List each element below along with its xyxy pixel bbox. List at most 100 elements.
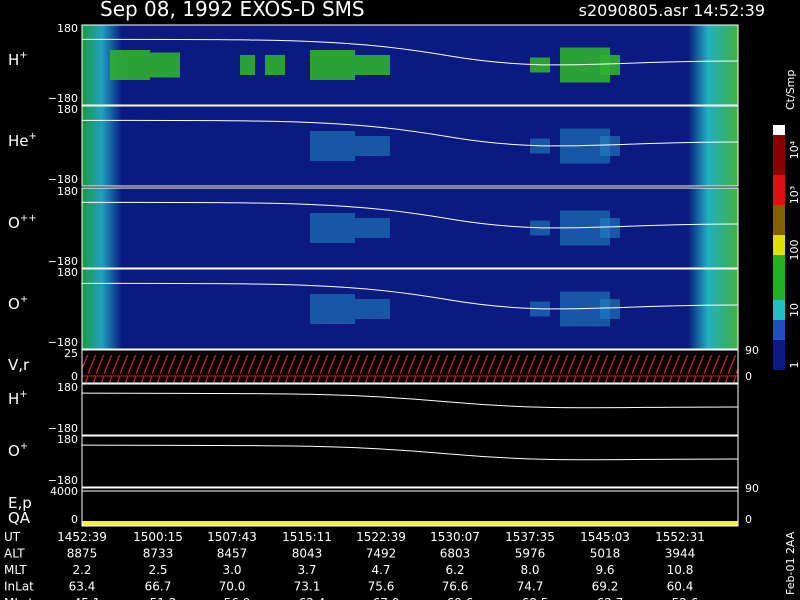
table-cell: 1452:39 <box>57 530 107 544</box>
spectrogram-edge <box>82 188 122 268</box>
colorbar-label: 100 <box>788 240 800 261</box>
y-tick-label: −180 <box>48 255 78 268</box>
trace <box>81 119 739 147</box>
spectrogram-blob <box>600 136 620 156</box>
panel-frame <box>81 349 739 384</box>
table-cell: 1545:03 <box>580 530 630 544</box>
table-cell: 66.7 <box>145 580 172 594</box>
table-cell: 1552:31 <box>655 530 705 544</box>
table-cell: 6803 <box>440 547 471 561</box>
y-tick-label: 180 <box>57 433 78 446</box>
spectrogram <box>82 106 738 186</box>
table-cell: 8875 <box>67 547 98 561</box>
spectrogram-blob <box>110 50 150 80</box>
table-cell: 60.4 <box>667 580 694 594</box>
y2-tick-label: 90 <box>745 344 759 357</box>
table-cell: 7492 <box>366 547 397 561</box>
footer: Feb-01 2AA <box>784 531 797 595</box>
table-cell: 3.7 <box>297 563 316 577</box>
y-tick-label: −180 <box>48 92 78 105</box>
spectrogram-blob <box>310 294 355 324</box>
trace <box>81 392 739 409</box>
table-cell: 8733 <box>143 547 174 561</box>
trace <box>81 444 739 461</box>
colorbar-label: 10⁴ <box>788 140 800 159</box>
panel-label: QA <box>8 509 31 527</box>
trace <box>81 201 739 229</box>
table-cell: −52.6 <box>662 596 699 600</box>
y-tick-label: 180 <box>57 266 78 279</box>
spectrogram-blob <box>355 299 390 319</box>
panel-frame <box>81 187 739 269</box>
table-cell: 2.5 <box>148 563 167 577</box>
spectrogram-edge <box>82 269 122 349</box>
panel-label-sup: + <box>20 294 28 305</box>
table-cell: 10.8 <box>667 563 694 577</box>
spectrogram-blob <box>310 213 355 243</box>
spectrogram <box>82 188 738 268</box>
spectrogram-blob <box>600 299 620 319</box>
table-cell: 1500:15 <box>133 530 183 544</box>
spectrogram-blob <box>240 55 255 75</box>
table-cell: 6.2 <box>445 563 464 577</box>
panel-frame <box>81 383 739 436</box>
spectrogram-blob <box>600 218 620 238</box>
panel-frame <box>81 268 739 350</box>
table-cell: 76.6 <box>442 580 469 594</box>
spectrogram-edge <box>688 25 738 105</box>
spectrogram-blob <box>355 136 390 156</box>
spectrogram-blob <box>355 218 390 238</box>
y-tick-label: 180 <box>57 103 78 116</box>
table-cell: 70.0 <box>219 580 246 594</box>
table: UT 1452:39 1500:15 1507:43 1515:11 1522:39 153… <box>4 530 705 600</box>
panel-label: O+ <box>8 294 28 313</box>
y2-tick-label: 0 <box>745 513 752 526</box>
panel-label-sup: + <box>19 50 27 61</box>
y-tick-label: 180 <box>57 381 78 394</box>
panel-label: He+ <box>8 131 37 150</box>
y-tick-label: 4000 <box>50 485 78 498</box>
spectrogram-blob <box>150 52 180 78</box>
table-cell: −62.4 <box>289 596 326 600</box>
y-tick-label: −180 <box>48 474 78 487</box>
colorbar-label: 10 <box>788 303 800 317</box>
spectrogram-edge <box>82 106 122 186</box>
table-cell: 8457 <box>217 547 248 561</box>
spectrogram <box>82 269 738 349</box>
panel-label-sup: ++ <box>20 213 37 224</box>
table-cell: −67.0 <box>363 596 400 600</box>
spectrogram-edge <box>688 106 738 186</box>
panel-frame <box>81 24 739 106</box>
panel-frame <box>81 435 739 488</box>
y-tick-label: −180 <box>48 422 78 435</box>
panel-label: O++ <box>8 213 37 232</box>
table-cell: 75.6 <box>368 580 395 594</box>
table-cell: 9.6 <box>595 563 614 577</box>
panel-label: E,p <box>8 494 32 512</box>
y-tick-label: 0 <box>71 513 78 526</box>
panel-label: H+ <box>8 389 28 408</box>
y2-tick-label: 90 <box>745 482 759 495</box>
spectrogram-edge <box>688 188 738 268</box>
y-tick-label: 180 <box>57 22 78 35</box>
spectrogram-blob <box>310 131 355 161</box>
table-cell: 1530:07 <box>430 530 480 544</box>
table-row-label: MLat <box>4 596 33 600</box>
table-row-label: InLat <box>4 580 34 594</box>
y-tick-label: −180 <box>48 336 78 349</box>
panel-label-sup: + <box>19 389 27 400</box>
colorbar-labels: 10⁴ 10³ 100 10 1 <box>788 140 800 368</box>
y-tick-label: 25 <box>64 347 78 360</box>
table-row-label: UT <box>4 530 21 544</box>
table-cell: 4.7 <box>371 563 390 577</box>
panel-label: H+ <box>8 50 28 69</box>
table-cell: −51.2 <box>140 596 177 600</box>
colorbar-label: 10³ <box>788 186 800 204</box>
table-cell: −56.9 <box>214 596 251 600</box>
colorbar-label: 1 <box>788 362 800 369</box>
table-cell: −45.1 <box>64 596 101 600</box>
vr-plot <box>82 355 738 383</box>
table-cell: 8043 <box>292 547 323 561</box>
spectrogram-blob <box>355 55 390 75</box>
